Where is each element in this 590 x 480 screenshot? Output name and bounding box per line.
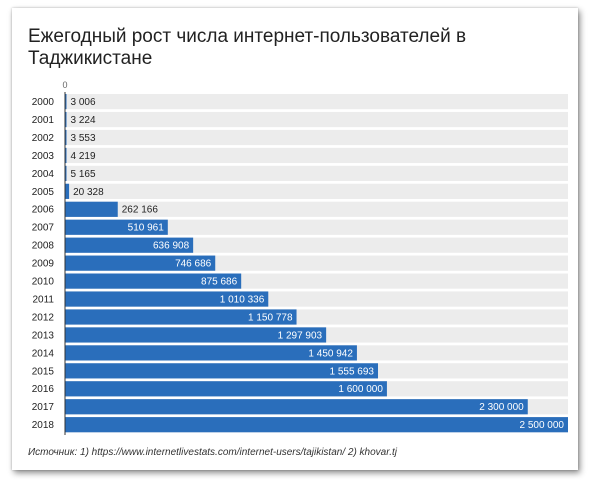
- bar: [65, 255, 216, 271]
- bar: [65, 201, 118, 217]
- data-label: 2 300 000: [479, 402, 524, 413]
- bar: [65, 363, 379, 379]
- chart-frame: Ежегодный рост числа интернет-пользовате…: [12, 8, 578, 470]
- category-label: 2004: [32, 169, 55, 180]
- bar: [65, 111, 67, 128]
- data-label: 3 553: [71, 133, 96, 144]
- category-label: 2010: [32, 277, 55, 288]
- bar: [65, 417, 568, 433]
- bar-track: [65, 147, 568, 164]
- bar: [65, 309, 297, 325]
- category-label: 2008: [32, 241, 55, 252]
- bar: [65, 183, 70, 199]
- bar-track: [65, 94, 568, 110]
- bar-track: [65, 129, 568, 146]
- data-label: 5 165: [71, 169, 96, 180]
- chart-title: Ежегодный рост числа интернет-пользовате…: [28, 26, 467, 69]
- data-label: 1 555 693: [330, 366, 375, 377]
- data-label: 1 010 336: [220, 294, 265, 305]
- bar: [65, 129, 67, 146]
- bar-track: [65, 111, 568, 128]
- category-label: 2000: [32, 97, 55, 108]
- data-label: 3 006: [71, 97, 96, 108]
- bar: [65, 399, 528, 415]
- category-label: 2003: [32, 151, 55, 162]
- bar: [65, 219, 168, 235]
- bar-track: [65, 219, 568, 235]
- bar-track: [65, 183, 568, 199]
- bar: [65, 327, 327, 343]
- data-label: 1 297 903: [278, 330, 323, 341]
- data-label: 1 150 778: [248, 312, 293, 323]
- data-label: 636 908: [153, 241, 190, 252]
- category-label: 2013: [32, 330, 55, 341]
- category-label: 2017: [32, 402, 55, 413]
- category-label: 2014: [32, 348, 55, 359]
- data-label: 262 166: [122, 205, 159, 216]
- bar-track: [65, 165, 568, 181]
- bar-track: [65, 201, 568, 217]
- x-tick-label: 0: [62, 80, 67, 90]
- category-label: 2007: [32, 223, 55, 234]
- bar: [65, 273, 242, 289]
- category-label: 2001: [32, 115, 55, 126]
- data-label: 3 224: [71, 115, 96, 126]
- data-label: 875 686: [201, 277, 238, 288]
- category-label: 2011: [32, 294, 54, 305]
- category-label: 2002: [32, 133, 55, 144]
- data-label: 20 328: [73, 187, 104, 198]
- category-label: 2016: [32, 384, 55, 395]
- category-label: 2009: [32, 259, 55, 270]
- bar-chart: 0 2000 3 006 2001 3 224 2002 3 553 2003 4 219 200…: [32, 80, 568, 436]
- category-label: 2006: [32, 205, 55, 216]
- bar: [65, 381, 387, 397]
- data-label: 4 219: [71, 151, 96, 162]
- data-label: 1 450 942: [308, 348, 353, 359]
- category-label: 2012: [32, 312, 55, 323]
- bar: [65, 94, 67, 110]
- data-label: 1 600 000: [338, 384, 383, 395]
- bar: [65, 291, 269, 307]
- category-label: 2005: [32, 187, 55, 198]
- data-label: 510 961: [128, 223, 165, 234]
- category-label: 2018: [32, 420, 55, 431]
- category-label: 2015: [32, 366, 55, 377]
- data-label: 746 686: [175, 259, 212, 270]
- bar: [65, 345, 357, 361]
- bar: [65, 147, 67, 164]
- bar: [65, 165, 67, 181]
- source-note: Источник: 1) https://www.internetlivesta…: [28, 447, 397, 458]
- data-label: 2 500 000: [520, 420, 565, 431]
- bar: [65, 237, 194, 253]
